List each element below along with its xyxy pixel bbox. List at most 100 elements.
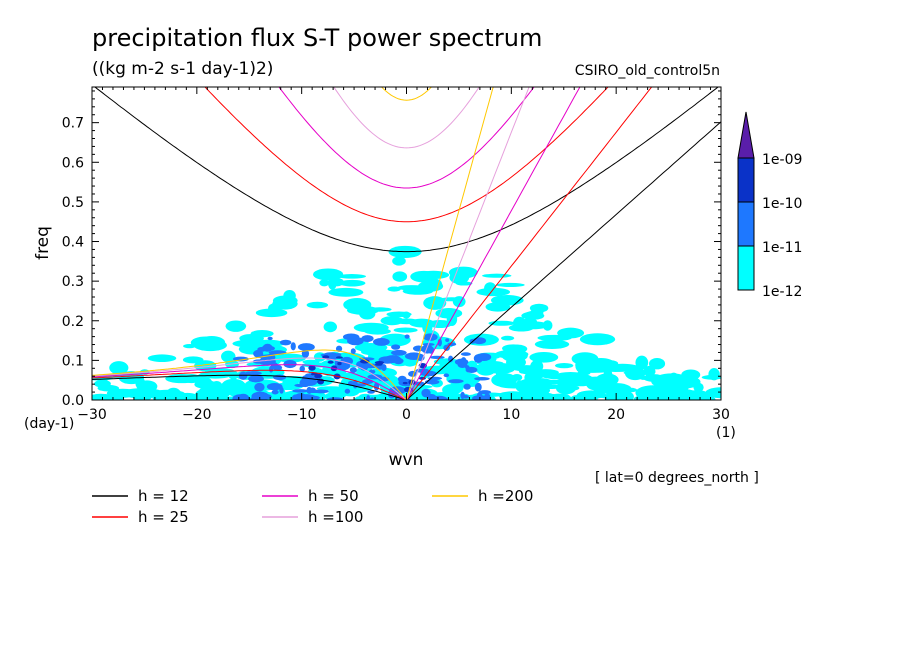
contour-1e-11 [361, 335, 374, 342]
gravity-wave-curve [278, 87, 535, 189]
contour-1e-12 [518, 368, 539, 375]
legend-label: h = 12 [138, 487, 189, 505]
contour-1e-11 [381, 364, 387, 371]
contour-1e-12 [283, 289, 296, 302]
contour-1e-11 [404, 334, 410, 339]
contour-1e-12 [521, 311, 545, 320]
colorbar: 1e-12 1e-11 1e-10 1e-09 [737, 111, 802, 300]
contour-1e-12 [523, 393, 537, 400]
contour-1e-11 [474, 376, 490, 381]
contour-1e-12 [225, 320, 247, 332]
contour-1e-11 [260, 345, 275, 352]
colorbar-bin [737, 157, 755, 203]
contour-1e-12 [485, 302, 511, 312]
rossby-curve [92, 357, 407, 400]
contour-1e-12 [642, 396, 667, 400]
legend-label: h = 50 [308, 487, 359, 505]
contour-1e-11 [454, 358, 469, 366]
contour-1e-12 [557, 372, 584, 377]
contour-1e-11 [307, 389, 324, 394]
contour-1e-11 [404, 352, 423, 361]
contour-1e-12 [506, 355, 526, 369]
contour-1e-12 [182, 356, 204, 364]
contour-1e-11 [445, 338, 450, 343]
contour-1e-12 [210, 381, 223, 393]
contour-1e-10 [336, 356, 343, 359]
contour-1e-11 [244, 371, 262, 376]
contour-1e-11 [283, 359, 297, 369]
contour-1e-12 [273, 299, 286, 305]
contour-1e-12 [519, 377, 554, 388]
contour-1e-11 [473, 354, 483, 363]
contour-1e-11 [472, 337, 487, 345]
contour-1e-12 [579, 333, 616, 346]
contour-1e-12 [436, 321, 456, 327]
dataset-label: CSIRO_old_control5n [575, 63, 720, 79]
contour-1e-12 [635, 355, 649, 370]
contour-1e-10 [359, 359, 370, 364]
contour-1e-12 [577, 368, 613, 373]
contour-1e-12 [481, 366, 497, 373]
contour-1e-11 [292, 389, 309, 393]
y-tick-label: 0.6 [62, 155, 84, 171]
contour-1e-11 [367, 390, 375, 394]
contour-1e-12 [577, 390, 606, 400]
kelvin-curve [406, 87, 530, 400]
contour-1e-12 [536, 373, 545, 379]
contour-1e-12 [386, 311, 412, 318]
contour-1e-12 [115, 392, 125, 400]
contour-1e-11 [426, 394, 437, 400]
contour-1e-12 [488, 320, 516, 326]
contour-1e-11 [408, 370, 418, 377]
contour-1e-11 [384, 355, 401, 363]
contour-1e-12 [97, 384, 120, 392]
contour-1e-12 [392, 256, 406, 266]
x-tick-label: 20 [607, 407, 625, 423]
contour-1e-12 [417, 270, 450, 280]
axis-ticks: −30 −20 −10 0 10 20 30 0.0 0.1 0.2 0.3 0.4 0.5 0.6 0.7 [62, 87, 730, 423]
legend-label: h =100 [308, 508, 363, 526]
colorbar-level-label: 1e-11 [762, 240, 802, 256]
contour-1e-12 [250, 330, 274, 338]
gravity-wave-curve [204, 87, 609, 223]
contour-1e-11 [478, 390, 492, 395]
contour-1e-11 [248, 375, 264, 383]
y-tick-label: 0.5 [62, 195, 84, 211]
y-tick-label: 0.0 [62, 393, 84, 409]
contour-1e-11 [476, 391, 483, 400]
contour-1e-11 [298, 394, 316, 400]
x-tick-label: −30 [77, 407, 107, 423]
contour-1e-11 [380, 338, 385, 346]
contour-1e-12 [643, 365, 656, 377]
contour-1e-11 [366, 395, 371, 400]
contour-1e-11 [326, 397, 344, 400]
contour-1e-12 [529, 303, 549, 313]
contour-1e-11 [232, 394, 247, 400]
x-axis-label: wvn [389, 450, 424, 470]
contour-1e-12 [353, 322, 389, 333]
contour-1e-12 [392, 271, 408, 282]
rossby-curve [92, 374, 407, 400]
colorbar-level-label: 1e-10 [762, 196, 802, 212]
y-tick-label: 0.4 [62, 235, 84, 251]
contour-1e-11 [254, 382, 265, 392]
contour-1e-12 [339, 279, 366, 287]
contour-1e-10 [374, 360, 385, 365]
contour-1e-12 [165, 373, 199, 384]
contour-1e-11 [253, 349, 264, 358]
colorbar-extend [737, 111, 755, 159]
contour-1e-11 [350, 348, 356, 355]
chart-subtitle: ((kg m-2 s-1 day-1)2) [92, 59, 273, 79]
contour-1e-10 [402, 381, 408, 385]
contour-1e-12 [343, 298, 372, 312]
contour-1e-11 [279, 339, 292, 346]
contour-1e-12 [165, 387, 182, 400]
contour-1e-12 [555, 362, 574, 369]
colorbar-level-label: 1e-09 [762, 152, 802, 168]
contour-1e-12 [543, 373, 555, 378]
contour-1e-12 [624, 366, 646, 381]
contour-1e-11 [474, 382, 482, 392]
contour-1e-12 [495, 367, 506, 381]
contour-1e-12 [221, 350, 236, 363]
